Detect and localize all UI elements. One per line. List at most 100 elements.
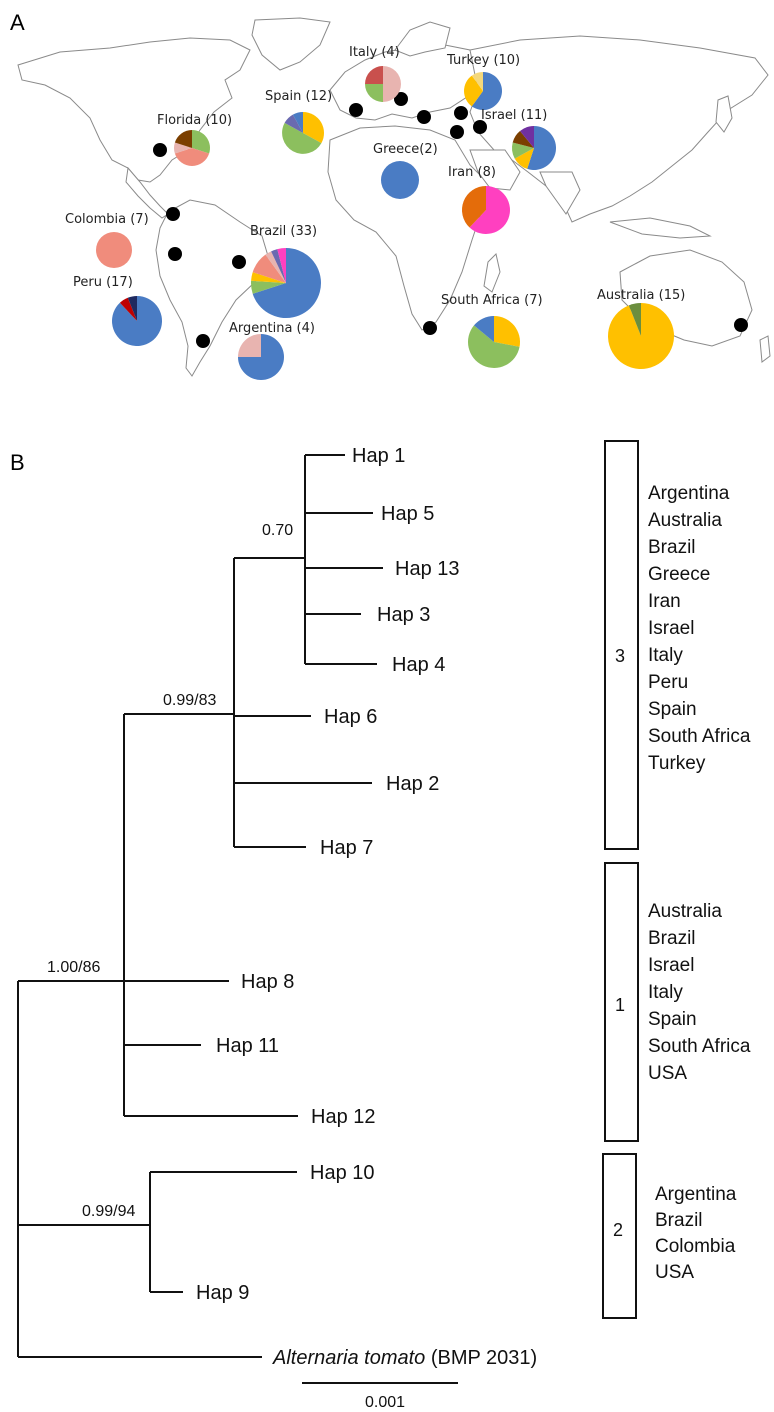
clade-country: Israel: [648, 618, 694, 639]
clade-country: Iran: [648, 591, 681, 612]
region-label-spain: Spain (12): [265, 89, 332, 104]
clade-country: Italy: [648, 645, 683, 666]
pie-iran: [461, 186, 510, 235]
clade-country: USA: [655, 1262, 694, 1283]
haplotype-labels: Hap 1 Hap 5 Hap 13 Hap 3 Hap 4 Hap 6 Hap…: [196, 445, 537, 1369]
location-dots: [153, 92, 748, 348]
location-dot-italy: [394, 92, 408, 106]
pie-slice: [461, 186, 486, 228]
pie-slice: [277, 248, 286, 283]
continent-new-zealand: [759, 335, 771, 363]
continent-india: [539, 171, 581, 215]
location-dot-iran: [473, 120, 487, 134]
pie-slice: [383, 66, 401, 102]
pie-italy: [365, 66, 401, 102]
pie-slice: [173, 142, 192, 154]
clade-country: Spain: [648, 699, 697, 720]
pie-colombia: [96, 232, 132, 268]
continent-japan: [715, 95, 733, 133]
panel-a-letter: A: [10, 10, 25, 35]
tip-label: Hap 6: [324, 706, 377, 728]
tip-label: Hap 2: [386, 773, 439, 795]
tip-label: Hap 9: [196, 1282, 249, 1304]
location-dot-brazil: [232, 255, 246, 269]
region-label-south-africa: South Africa (7): [441, 293, 543, 308]
pie-spain: [282, 112, 324, 154]
region-label-peru: Peru (17): [73, 275, 133, 290]
clade-country: Greece: [648, 564, 710, 585]
clade-country: Colombia: [655, 1236, 736, 1257]
clade-3: 3 Argentina Australia Brazil Greece Iran…: [604, 440, 751, 850]
clade-box: [602, 1153, 637, 1319]
outgroup-species: Alternaria tomato: [272, 1347, 425, 1369]
continent-central-america: [125, 166, 169, 219]
clade-country: Argentina: [648, 483, 730, 504]
pie-slice: [469, 186, 510, 235]
tip-label: Hap 12: [311, 1106, 376, 1128]
pie-slice: [174, 148, 210, 167]
tip-label: Hap 8: [241, 971, 294, 993]
clade-1: 1 Australia Brazil Israel Italy Spain So…: [604, 862, 751, 1142]
pie-turkey: [463, 72, 502, 111]
clade-country: South Africa: [648, 726, 751, 747]
pie-slice: [463, 75, 483, 107]
pie-slice: [471, 72, 483, 91]
pie-slice: [365, 84, 383, 102]
pie-slice: [608, 303, 675, 369]
clade-country: South Africa: [648, 1036, 751, 1057]
continent-arabia: [469, 149, 521, 191]
pie-slice: [174, 130, 192, 148]
pie-slice: [628, 303, 641, 336]
outgroup-strain: (BMP 2031): [425, 1347, 537, 1369]
continent-africa: [327, 125, 491, 331]
clade-country: Argentina: [655, 1184, 737, 1205]
pie-south-africa: [467, 315, 521, 369]
tip-label: Hap 4: [392, 654, 445, 676]
clade-2: 2 Argentina Brazil Colombia USA: [602, 1153, 737, 1319]
pie-slice: [252, 254, 286, 283]
pie-slice: [494, 315, 521, 347]
pie-slice: [250, 280, 286, 294]
continent-madagascar: [483, 253, 501, 293]
pie-slice: [473, 316, 494, 342]
panel-b-letter: B: [10, 450, 25, 475]
location-dot-colombia: [166, 207, 180, 221]
clade-number: 2: [613, 1220, 623, 1240]
region-label-australia: Australia (15): [597, 288, 685, 303]
pie-slice: [251, 272, 286, 283]
pie-slice: [192, 130, 211, 154]
clade-box: [604, 862, 639, 1142]
pie-slice: [112, 296, 163, 346]
region-label-turkey: Turkey (10): [446, 53, 520, 68]
support-value: 1.00/86: [47, 959, 100, 976]
pie-slice: [511, 142, 534, 159]
world-map: [17, 17, 771, 377]
pie-slice: [512, 131, 534, 148]
clade-number: 1: [615, 995, 625, 1015]
location-dot-florida: [153, 143, 167, 157]
pie-israel: [511, 125, 557, 170]
continent-north-america: [17, 37, 251, 183]
pie-peru: [112, 296, 163, 346]
pie-charts: [96, 66, 675, 380]
pie-slice: [119, 297, 137, 321]
pie-slice: [127, 296, 137, 321]
region-label-florida: Florida (10): [157, 113, 232, 128]
pie-slice: [303, 112, 324, 144]
pie-greece: [381, 161, 419, 199]
tip-label: Hap 10: [310, 1162, 375, 1184]
tip-label: Hap 1: [352, 445, 405, 467]
clade-country: Turkey: [648, 753, 706, 774]
pie-slice: [284, 114, 303, 133]
clade-number: 3: [615, 646, 625, 666]
pie-slice: [467, 325, 520, 369]
clade-country: Brazil: [655, 1210, 703, 1231]
support-value: 0.99/94: [82, 1203, 135, 1220]
outgroup-label: Alternaria tomato (BMP 2031): [272, 1347, 537, 1369]
tip-label: Hap 13: [395, 558, 460, 580]
region-label-israel: Israel (11): [481, 108, 547, 123]
phylogenetic-tree: [17, 454, 383, 1358]
continent-south-america: [155, 199, 269, 377]
location-dot-argentina: [196, 334, 210, 348]
